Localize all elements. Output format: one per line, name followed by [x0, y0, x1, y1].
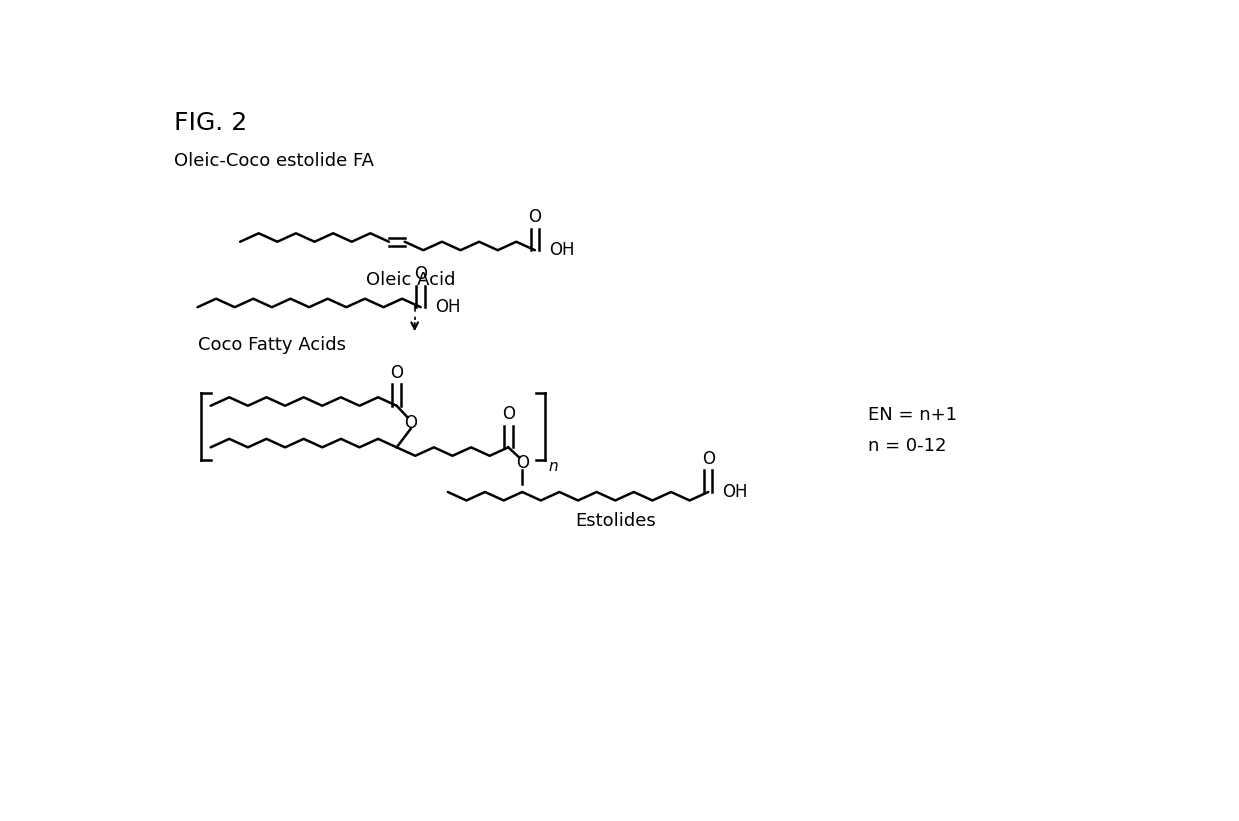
Text: O: O	[390, 364, 403, 382]
Text: OH: OH	[435, 298, 460, 316]
Text: n = 0-12: n = 0-12	[867, 437, 947, 455]
Text: O: O	[404, 414, 418, 432]
Text: Estolides: Estolides	[575, 512, 655, 530]
Text: Oleic Acid: Oleic Acid	[366, 271, 456, 289]
Text: n: n	[549, 459, 559, 474]
Text: FIG. 2: FIG. 2	[175, 111, 248, 135]
Text: OH: OH	[549, 241, 575, 259]
Text: O: O	[502, 406, 514, 424]
Text: EN = n+1: EN = n+1	[867, 406, 957, 424]
Text: OH: OH	[722, 483, 747, 501]
Text: Coco Fatty Acids: Coco Fatty Acids	[197, 337, 346, 355]
Text: Oleic-Coco estolide FA: Oleic-Coco estolide FA	[175, 152, 374, 170]
Text: O: O	[701, 450, 715, 468]
Text: O: O	[515, 454, 529, 472]
Text: O: O	[529, 209, 541, 227]
Text: O: O	[414, 265, 427, 283]
